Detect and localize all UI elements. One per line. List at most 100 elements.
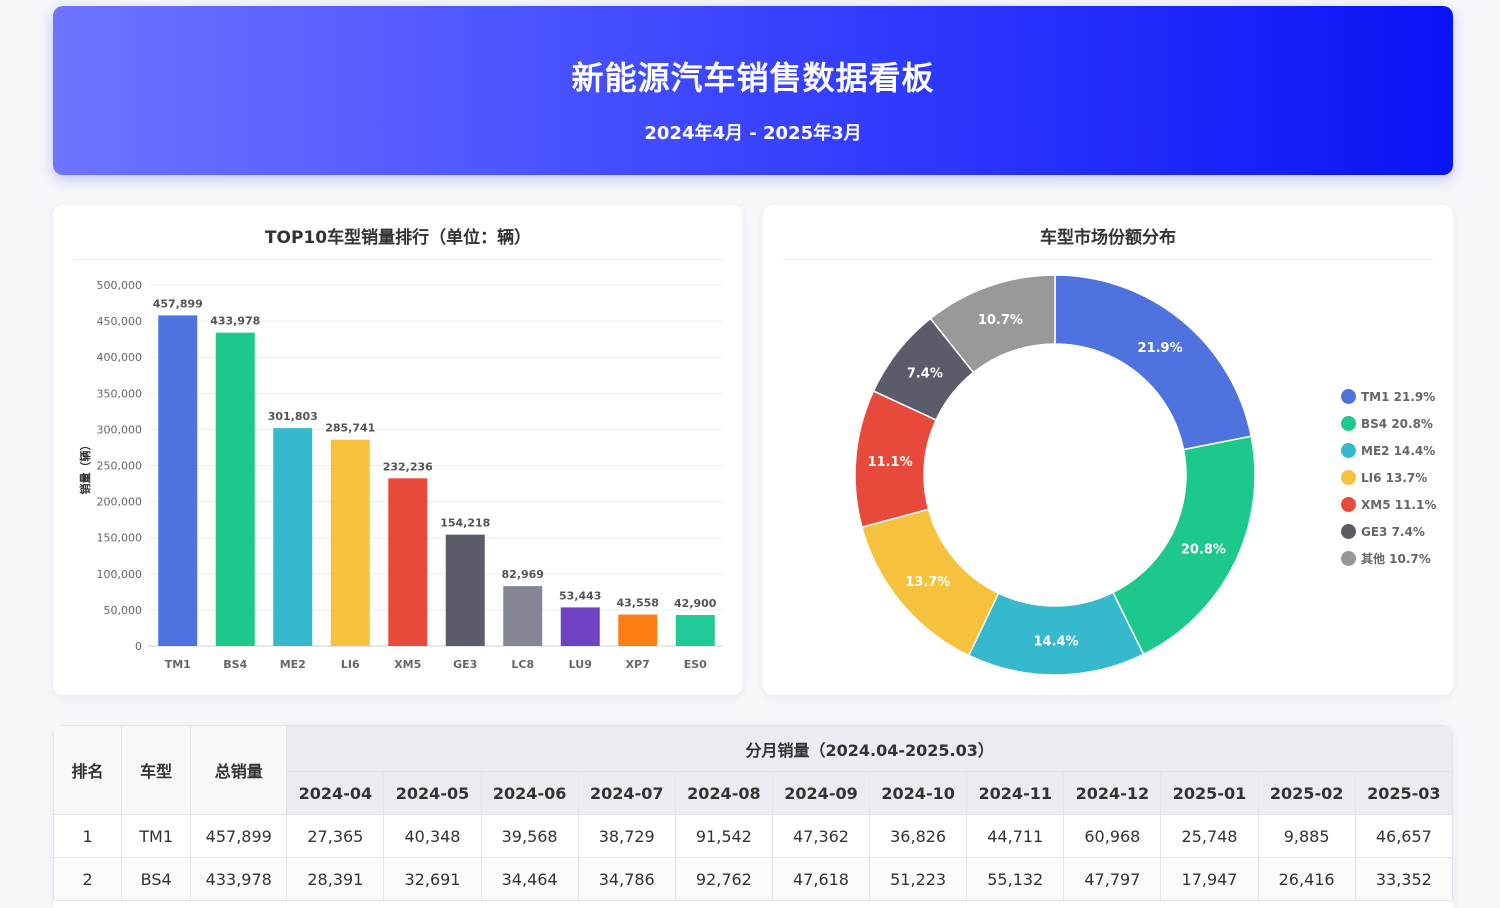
month-header: 2024-08 xyxy=(674,771,773,815)
bar-value-label: 457,899 xyxy=(153,297,203,310)
legend-label: 其他 10.7% xyxy=(1361,552,1431,566)
y-tick-label: 200,000 xyxy=(97,496,143,509)
bar xyxy=(158,315,198,646)
total-header: 总销量 xyxy=(190,725,288,815)
table-cell: 33,352 xyxy=(1354,857,1453,901)
slice-label: 20.8% xyxy=(1181,542,1226,557)
table-cell: 9,885 xyxy=(1257,814,1356,858)
month-header: 2024-11 xyxy=(966,771,1065,815)
y-tick-label: 50,000 xyxy=(104,604,143,617)
month-header: 2024-10 xyxy=(869,771,968,815)
table-cell: 32,691 xyxy=(383,857,482,901)
bar xyxy=(618,614,658,646)
x-tick-label: XM5 xyxy=(394,658,421,671)
x-tick-label: XP7 xyxy=(626,658,650,671)
month-header: 2024-06 xyxy=(480,771,579,815)
legend-item[interactable]: XM5 11.1% xyxy=(1341,491,1436,518)
bar-value-label: 82,969 xyxy=(502,568,544,581)
table-cell: 28,391 xyxy=(286,857,385,901)
legend-swatch xyxy=(1341,470,1356,485)
table-cell: 51,223 xyxy=(869,857,968,901)
bar xyxy=(560,607,600,646)
bar-value-label: 53,443 xyxy=(559,589,601,602)
pie-chart-title: 车型市场份额分布 xyxy=(783,205,1433,260)
table-cell: 44,711 xyxy=(966,814,1065,858)
page-subtitle: 2024年4月 - 2025年3月 xyxy=(644,123,862,144)
bar-value-label: 232,236 xyxy=(383,460,433,473)
month-header: 2024-09 xyxy=(771,771,871,815)
pie-slice xyxy=(929,274,1056,374)
y-tick-label: 400,000 xyxy=(97,351,143,364)
y-tick-label: 100,000 xyxy=(97,568,143,581)
bar-chart-title: TOP10车型销量排行（单位：辆） xyxy=(73,205,723,260)
table-cell: TM1 xyxy=(121,814,192,858)
donut-chart: 21.9% 20.8% 14.4% 13.7% 11.1% 7.4% 10.7% xyxy=(854,274,1256,676)
legend-swatch xyxy=(1341,389,1356,404)
bar xyxy=(215,332,255,646)
y-axis-label: 销量（辆） xyxy=(78,440,92,495)
legend-swatch xyxy=(1341,443,1356,458)
bar-value-label: 154,218 xyxy=(440,517,490,530)
y-tick-label: 150,000 xyxy=(97,532,143,545)
slice-label: 11.1% xyxy=(868,455,913,470)
table-cell: 36,826 xyxy=(869,814,968,858)
bar-value-label: 43,558 xyxy=(617,597,659,610)
table-cell: 34,464 xyxy=(480,857,579,901)
table-cell: 47,618 xyxy=(771,857,871,901)
x-tick-label: LC8 xyxy=(511,658,534,671)
table-cell: 92,762 xyxy=(674,857,773,901)
table-row: 1 TM1 457,899 27,365 40,348 39,568 38,729 91,54… xyxy=(53,814,1453,858)
table-cell: 40,348 xyxy=(383,814,482,858)
slice-label: 10.7% xyxy=(978,313,1023,328)
table-cell: 46,657 xyxy=(1354,814,1453,858)
x-tick-label: LU9 xyxy=(569,658,592,671)
table-cell: 433,978 xyxy=(190,857,288,901)
legend-swatch xyxy=(1341,551,1356,566)
bar-chart-card: TOP10车型销量排行（单位：辆） 0 50,000 100,000 150,000 2… xyxy=(53,205,743,695)
table-cell: 39,568 xyxy=(480,814,579,858)
bar xyxy=(388,478,428,646)
legend-swatch xyxy=(1341,416,1356,431)
bar-value-label: 42,900 xyxy=(674,597,717,610)
table-cell: BS4 xyxy=(121,857,192,901)
month-header: 2025-03 xyxy=(1354,771,1453,815)
legend-item[interactable]: BS4 20.8% xyxy=(1341,410,1436,437)
pie-legend: TM1 21.9% BS4 20.8% ME2 14.4% LI6 13.7% XM5 … xyxy=(1341,383,1436,572)
bar xyxy=(675,615,715,646)
month-header: 2025-01 xyxy=(1160,771,1259,815)
legend-swatch xyxy=(1341,524,1356,539)
legend-label: LI6 13.7% xyxy=(1361,470,1428,485)
legend-item[interactable]: LI6 13.7% xyxy=(1341,464,1436,491)
monthly-group-header: 分月销量（2024.04-2025.03） xyxy=(286,725,1453,772)
table-cell: 60,968 xyxy=(1063,814,1162,858)
pie-slice xyxy=(1054,274,1253,451)
table-cell: 457,899 xyxy=(190,814,288,858)
legend-item[interactable]: 其他 10.7% xyxy=(1341,545,1436,572)
month-header: 2024-04 xyxy=(286,771,385,815)
slice-label: 7.4% xyxy=(907,367,943,382)
rank-header: 排名 xyxy=(53,725,123,815)
table-cell: 1 xyxy=(53,814,123,858)
dashboard-header: 新能源汽车销售数据看板 2024年4月 - 2025年3月 xyxy=(53,6,1453,175)
pie-slice xyxy=(1111,435,1256,656)
table-cell: 47,362 xyxy=(771,814,871,858)
legend-label: ME2 14.4% xyxy=(1361,443,1436,458)
sales-table: 排名 车型 总销量 分月销量（2024.04-2025.03） 2024-04 2… xyxy=(53,725,1453,901)
y-tick-label: 450,000 xyxy=(97,315,143,328)
model-header: 车型 xyxy=(121,725,192,815)
bar-value-label: 301,803 xyxy=(268,410,318,423)
legend-item[interactable]: TM1 21.9% xyxy=(1341,383,1436,410)
legend-item[interactable]: GE3 7.4% xyxy=(1341,518,1436,545)
legend-label: GE3 7.4% xyxy=(1361,524,1425,539)
table-cell: 2 xyxy=(53,857,123,901)
page-title: 新能源汽车销售数据看板 xyxy=(571,59,935,97)
table-cell: 55,132 xyxy=(966,857,1065,901)
legend-item[interactable]: ME2 14.4% xyxy=(1341,437,1436,464)
month-header: 2024-12 xyxy=(1063,771,1162,815)
table-cell: 34,786 xyxy=(577,857,676,901)
month-header: 2025-02 xyxy=(1257,771,1356,815)
legend-label: BS4 20.8% xyxy=(1361,416,1433,431)
x-tick-label: TM1 xyxy=(165,658,191,671)
bar xyxy=(330,439,370,646)
bar-chart: 0 50,000 100,000 150,000 200,000 250,000 300,0… xyxy=(78,279,723,671)
